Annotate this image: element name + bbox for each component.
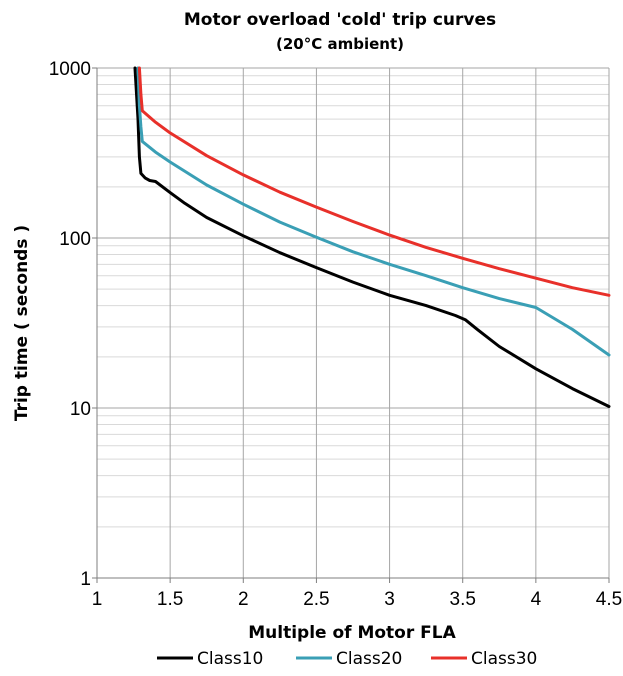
x-tick-label: 2 — [238, 589, 249, 610]
x-tick-label: 1.5 — [157, 589, 183, 610]
legend-label-class30: Class30 — [471, 649, 537, 669]
x-tick-label: 3.5 — [450, 589, 476, 610]
series-line-class30 — [137, 66, 611, 297]
series-line-class10 — [133, 66, 611, 408]
chart-title: Motor overload 'cold' trip curves — [184, 10, 496, 30]
y-tick-label: 100 — [59, 229, 91, 250]
x-tick-label: 4 — [531, 589, 542, 610]
x-tick-label: 3 — [384, 589, 395, 610]
chart-subtitle: (20°C ambient) — [276, 35, 404, 53]
y-tick-label: 1000 — [49, 59, 91, 80]
y-tick-label: 10 — [70, 399, 91, 420]
series-layer — [133, 66, 611, 408]
y-axis-label: Trip time ( seconds ) — [12, 225, 32, 421]
legend-label-class10: Class10 — [197, 649, 263, 669]
legend: Class10 Class20 Class30 — [157, 649, 537, 669]
x-axis-label: Multiple of Motor FLA — [248, 623, 456, 643]
x-tick-label: 2.5 — [303, 589, 329, 610]
plot-area — [96, 68, 609, 579]
series-line-class20 — [136, 66, 611, 357]
y-axis-ticks: 1 10 100 1000 — [49, 59, 97, 590]
x-tick-label: 1 — [92, 589, 103, 610]
grid-lines — [96, 67, 610, 579]
x-axis-ticks: 1 1.5 2 2.5 3 3.5 4 4.5 — [92, 578, 622, 610]
x-tick-label: 4.5 — [596, 589, 622, 610]
y-tick-label: 1 — [80, 569, 91, 590]
legend-label-class20: Class20 — [336, 649, 402, 669]
